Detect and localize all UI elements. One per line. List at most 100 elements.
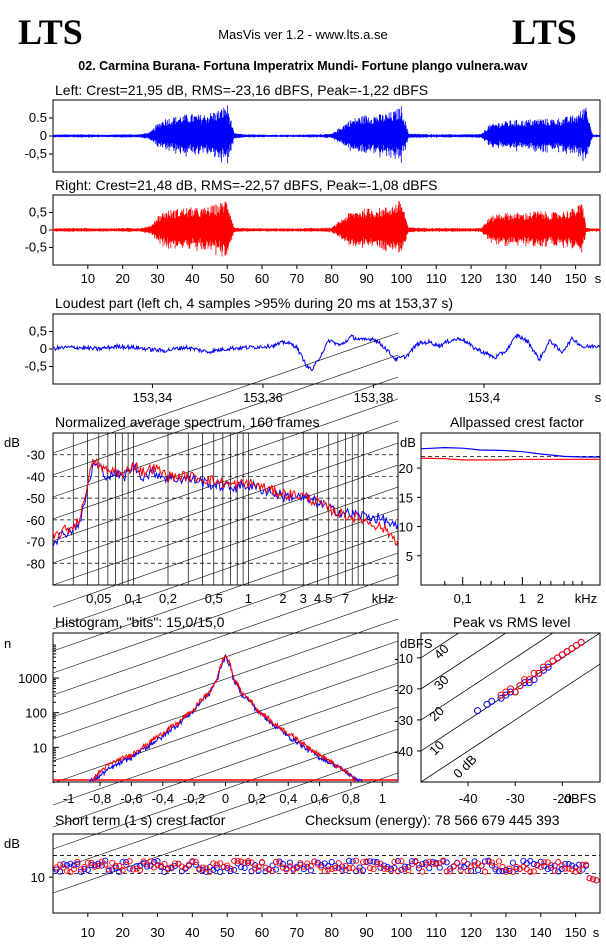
histogram-xtick-label: -1	[63, 791, 75, 806]
peak-rms-diagonal-label: 20	[426, 703, 447, 724]
track-title: 02. Carmina Burana- Fortuna Imperatrix M…	[78, 59, 527, 73]
spectrum-title: Normalized average spectrum, 160 frames	[55, 414, 320, 430]
short-term-right-point	[353, 857, 360, 864]
histogram-title: Histogram, "bits": 15,0/15,0	[55, 614, 225, 630]
peak-rms-right-point	[563, 648, 571, 656]
short-term-right-point	[363, 858, 370, 865]
peak-rms-right-point	[544, 660, 552, 668]
short-term-right-point	[206, 868, 213, 875]
peak-rms-xtick-label: -30	[506, 791, 525, 806]
checksum-text: Checksum (energy): 78 566 679 445 393	[305, 812, 560, 828]
short-term-left-point	[461, 864, 468, 871]
short-term-left-point	[384, 863, 391, 870]
short-term-right-point	[565, 865, 572, 872]
peak-rms-right-point	[497, 691, 505, 699]
short-term-left-point	[457, 863, 464, 870]
short-term-right-point	[377, 860, 384, 867]
short-term-right-point	[391, 858, 398, 865]
short-term-right-point	[384, 865, 391, 872]
short-term-right-point	[189, 858, 196, 865]
peak-rms-diagonal-label: 0 dB	[450, 752, 480, 782]
short-term-ylabel: dB	[4, 836, 20, 851]
short-term-left-point	[304, 863, 311, 870]
right-waveform-xtick-label: 10	[81, 271, 95, 286]
short-term-right-point	[380, 865, 388, 872]
spectrum-slope-line	[52, 486, 399, 608]
spectrum-slope-line	[52, 332, 399, 454]
peak-rms-right-point	[577, 638, 585, 646]
short-term-right-point	[589, 876, 597, 883]
peak-rms-right-point	[530, 669, 538, 677]
short-term-right-point	[272, 858, 280, 865]
peak-rms-diagonal	[421, 633, 554, 721]
short-term-right-point	[171, 860, 178, 867]
spectrum-slope-line	[52, 420, 399, 542]
spectrum-ytick-label: -70	[26, 535, 45, 550]
short-term-left-point	[492, 866, 499, 873]
short-term-right-point	[346, 865, 353, 872]
peak-rms-right-point	[521, 676, 529, 684]
histogram-ytick-label: 100	[25, 706, 47, 721]
short-term-right-point	[157, 862, 165, 869]
spectrum-xtick-label: 3	[300, 591, 307, 606]
short-term-left-point	[98, 862, 105, 869]
short-term-right-point	[199, 864, 206, 871]
short-term-right-point	[339, 866, 346, 873]
short-term-right-point	[534, 862, 541, 869]
short-term-xtick-label: 20	[115, 925, 129, 940]
short-term-right-point	[516, 865, 523, 872]
loudest-trace	[52, 333, 601, 372]
spectrum-xtick-label: 1	[245, 591, 252, 606]
short-term-left-point	[426, 865, 433, 872]
short-term-right-point	[544, 859, 551, 866]
spectrum-slope-line	[52, 684, 399, 806]
short-term-left-point	[328, 858, 335, 865]
short-term-right-point	[440, 857, 447, 864]
peak-rms-diagonal-label: 30	[431, 672, 452, 693]
short-term-right-point	[123, 861, 130, 868]
peak-rms-left-point	[525, 679, 533, 687]
short-term-left-point	[415, 865, 422, 872]
short-term-right-point	[572, 868, 579, 875]
right-waveform-xtick-label: 40	[185, 271, 199, 286]
short-term-right-point	[495, 858, 503, 865]
short-term-left-point	[360, 867, 367, 874]
right-waveform-xtick-label: 100	[391, 271, 413, 286]
spectrum-slope-line	[52, 464, 399, 586]
short-term-left-point	[349, 858, 356, 865]
short-term-xtick-label: 140	[530, 925, 552, 940]
right-waveform-xtick-label: 150	[565, 271, 587, 286]
histogram-xtick-label: -0,2	[183, 791, 205, 806]
short-term-right-point	[217, 860, 224, 867]
histogram-xtick-label: 0,2	[248, 791, 266, 806]
peak-rms-right-point	[572, 641, 580, 649]
short-term-right-point	[255, 863, 262, 870]
short-term-right-point	[213, 861, 220, 868]
short-term-right-point	[398, 857, 405, 865]
short-term-right-point	[227, 865, 234, 872]
spectrum-slope-line	[52, 640, 399, 762]
short-term-right-point	[318, 864, 325, 871]
peak-rms-left-point	[539, 666, 547, 674]
short-term-left-point	[502, 866, 509, 873]
spectrum-slope-line	[52, 662, 399, 784]
peak-rms-xunit-label: dBFS	[564, 791, 597, 806]
short-term-left-point	[74, 860, 81, 868]
short-term-left-point	[562, 860, 569, 867]
peak-rms-right-point	[549, 657, 557, 665]
short-term-left-point	[154, 858, 161, 865]
short-term-right-point	[509, 868, 516, 875]
peak-rms-left-point	[474, 707, 482, 715]
logo-right: LTS	[512, 12, 577, 52]
peak-rms-diagonal	[421, 663, 600, 782]
short-term-xtick-label: 80	[324, 925, 338, 940]
short-term-right-point	[91, 863, 98, 870]
histogram-ytick-label: 1000	[18, 671, 47, 686]
short-term-right-point	[579, 861, 586, 868]
short-term-xtick-label: 100	[391, 925, 413, 940]
short-term-right-point	[168, 864, 175, 871]
right-waveform-chart: 0,5 0 -0,5 10 20 30 40 50 60 70 80 90 100 110 120 130 14…	[25, 194, 602, 286]
spectrum-slope-line	[52, 398, 399, 520]
short-term-right-point	[367, 864, 374, 872]
